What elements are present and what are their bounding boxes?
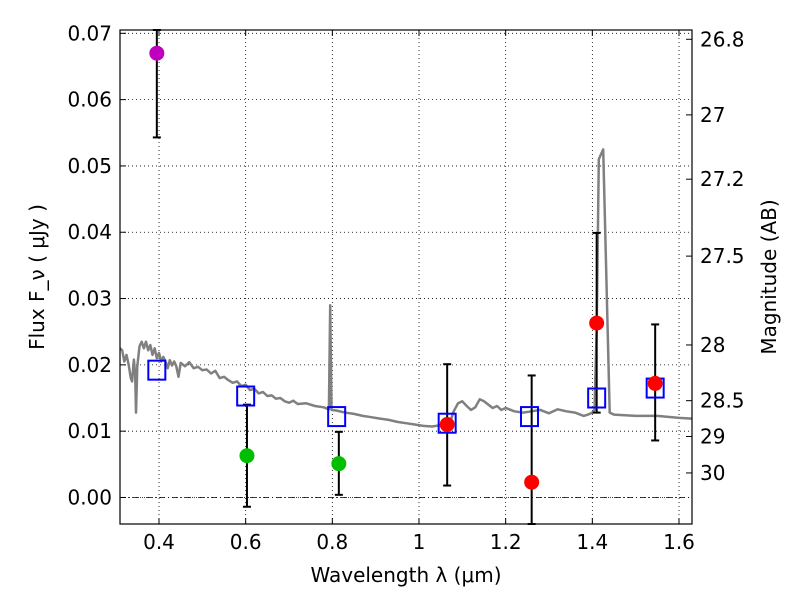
ticks: 0.4 0.6 0.8 1 1.2 1.4 1.6 0.00 0.01 0.02 0.03 0.04 0… — [67, 21, 744, 554]
x-tick-label: 1.4 — [576, 530, 608, 554]
observed-point — [647, 375, 663, 391]
y-tick-label: 0.01 — [67, 419, 112, 443]
observed-point — [149, 45, 165, 61]
right-tick-label: 27.5 — [700, 244, 745, 268]
x-tick-label: 1.2 — [490, 530, 522, 554]
x-axis-label: Wavelength λ (μm) — [310, 563, 501, 587]
model-photometry-point — [327, 406, 347, 428]
right-tick-label: 29 — [700, 424, 725, 448]
observed-point — [524, 474, 540, 490]
y-axis-label-right: Magnitude (AB) — [757, 199, 781, 354]
y-axis-label-left: Flux F_ν ( μJy ) — [25, 204, 49, 350]
right-tick-label: 28.5 — [700, 389, 745, 413]
x-tick-label: 0.8 — [316, 530, 348, 554]
y-tick-label: 0.04 — [67, 220, 112, 244]
observed-point — [439, 417, 455, 433]
y-tick-label: 0.05 — [67, 154, 112, 178]
x-tick-label: 1 — [413, 530, 426, 554]
model-photometry-point — [520, 406, 539, 428]
right-tick-label: 27.2 — [700, 167, 745, 191]
y-tick-label: 0.07 — [67, 21, 112, 45]
y-tick-label: 0.02 — [67, 353, 112, 377]
right-tick-label: 28 — [700, 333, 725, 357]
x-tick-label: 0.4 — [143, 530, 175, 554]
model-sed-line — [120, 148, 692, 428]
model-photometry-point — [147, 359, 167, 381]
plot-area — [120, 148, 692, 428]
markers — [147, 45, 665, 490]
y-tick-label: 0.06 — [67, 88, 112, 112]
model-photometry-point — [587, 387, 607, 409]
y-tick-label: 0.00 — [67, 485, 112, 509]
observed-point — [239, 448, 255, 464]
y-tick-label: 0.03 — [67, 287, 112, 311]
right-tick-label: 30 — [700, 461, 725, 485]
x-tick-label: 1.6 — [663, 530, 695, 554]
plot-frame — [119, 29, 693, 525]
observed-point — [589, 315, 605, 331]
x-tick-label: 0.6 — [230, 530, 262, 554]
model-photometry-point — [437, 412, 457, 434]
model-photometry-point — [236, 385, 256, 407]
observed-point — [331, 456, 347, 472]
right-tick-label: 26.8 — [700, 27, 745, 51]
right-tick-label: 27 — [700, 103, 725, 127]
